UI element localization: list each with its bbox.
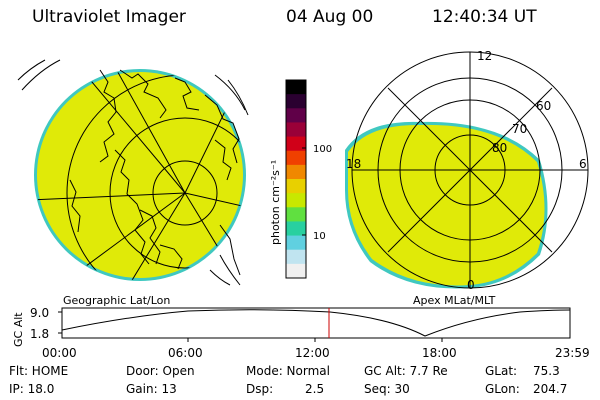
glon-label: GLon: [485,382,520,396]
date-text: 04 Aug 00 [286,7,374,27]
xtick-label-12: 12:00 [295,346,330,360]
colorbar-cell [286,263,306,279]
glon-value: 204.7 [533,382,568,396]
mode-status: Mode: Normal [246,364,330,378]
colorbar-cell [286,80,306,95]
instrument-title: Ultraviolet Imager [32,7,186,27]
colorbar-cell [286,249,306,265]
seq-status: Seq: 30 [364,382,410,396]
colorbar-tick-label-10: 10 [313,231,326,242]
xtick-label-00: 00:00 [42,346,77,360]
altitude-plot-frame [61,307,571,339]
flt-status: Flt: HOME [9,364,69,378]
colorbar-gradient [286,80,306,279]
dsp-value: 2.5 [305,382,325,396]
coastlines [69,69,241,276]
glat-label: GLat: [485,364,518,378]
colorbar-cell [286,122,306,138]
geographic-label: Geographic Lat/Lon [63,294,170,307]
altitude-ylabel: GC Alt [12,312,25,347]
colorbar-cell [286,136,306,152]
ytick-label-1-8: 1.8 [30,327,49,341]
colorbar-cell [286,235,306,251]
mlt-label-6: 6 [579,157,587,171]
colorbar-tick-label-100: 100 [313,144,332,155]
xtick-label-2359: 23:59 [555,346,590,360]
glat-value: 75.3 [533,364,560,378]
colorbar-cell [286,193,306,208]
gain-status: Gain: 13 [126,382,177,396]
time-text: 12:40:34 UT [432,7,537,27]
altitude-curve [61,309,571,337]
mlt-label-0: 0 [467,278,475,292]
colorbar-cell [286,108,306,123]
colorbar-cell [286,150,306,166]
ip-status: IP: 18.0 [9,382,55,396]
mlat-label-60: 60 [536,99,551,113]
emission-region-right [348,124,545,286]
ytick-label-9: 9.0 [30,306,49,320]
colorbar-frame [285,79,307,279]
polar-grid [351,51,589,289]
door-status: Door: Open [126,364,195,378]
colorbar-unit-label: photon cm⁻²s⁻¹ [269,160,282,245]
colorbar-cell [286,164,306,180]
outer-grid-lines [17,59,249,286]
gc-alt-status: GC Alt: 7.7 Re [364,364,448,378]
colorbar-cell [286,221,306,237]
emission-region-left [37,72,243,278]
colorbar-cell [286,179,306,194]
colorbar-cell [286,207,306,222]
mlat-label-70: 70 [512,122,527,136]
colorbar-cell [286,94,306,109]
dsp-label: Dsp: [246,382,274,396]
mlt-label-12: 12 [477,49,492,63]
xtick-label-18: 18:00 [422,346,457,360]
xtick-label-06: 06:00 [168,346,203,360]
mlt-label-18: 18 [346,157,361,171]
apex-label: Apex MLat/MLT [413,294,496,307]
mlat-label-80: 80 [492,141,507,155]
